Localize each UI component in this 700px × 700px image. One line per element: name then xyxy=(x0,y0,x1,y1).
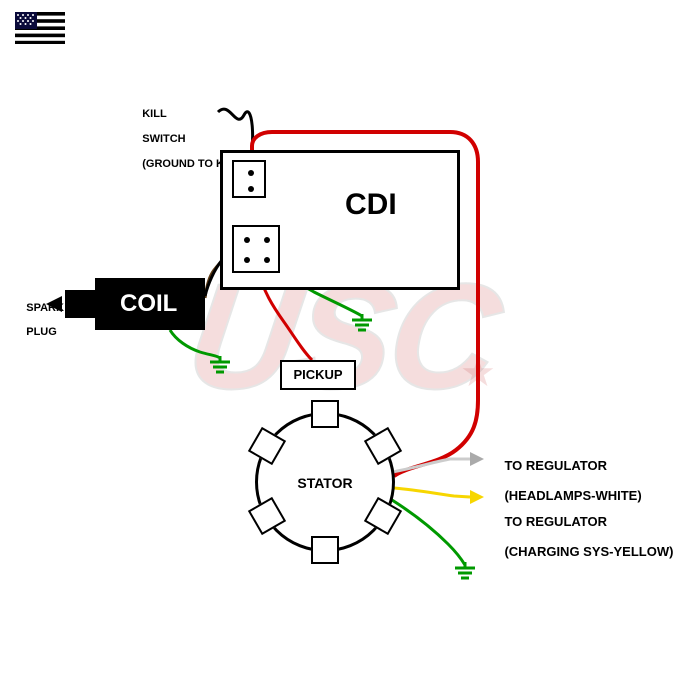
cdi-connector-bottom xyxy=(232,225,280,273)
wiring-overlay xyxy=(0,0,700,700)
kill-switch-line2: SWITCH xyxy=(142,133,185,145)
regulator-white-arrow-icon xyxy=(470,452,484,466)
spark-plug-label: SPARK PLUG xyxy=(14,290,64,350)
regulator-yellow-label: TO REGULATOR (CHARGING SYS-YELLOW) xyxy=(490,500,673,575)
cdi-label: CDI xyxy=(345,188,397,222)
watermark-star: ★ xyxy=(460,350,496,396)
stator-pole xyxy=(311,400,339,428)
stator-pole xyxy=(311,536,339,564)
spark-line2: PLUG xyxy=(26,326,57,338)
ground-symbol-coil xyxy=(208,356,232,381)
reg-yellow-line1: TO REGULATOR xyxy=(504,514,607,529)
reg-white-line1: TO REGULATOR xyxy=(504,458,607,473)
regulator-yellow-arrow-icon xyxy=(470,490,484,504)
spark-line1: SPARK xyxy=(26,302,64,314)
usa-flag-icon xyxy=(15,12,65,44)
stator-body: STATOR xyxy=(255,412,395,552)
coil-spark-connector xyxy=(65,290,95,318)
kill-switch-line1: KILL xyxy=(142,108,166,120)
cdi-connector-top xyxy=(232,160,266,198)
ground-symbol-stator xyxy=(453,562,477,587)
diagram-canvas: USC ★ xyxy=(0,0,700,700)
coil-label: COIL xyxy=(120,290,177,318)
reg-yellow-line2: (CHARGING SYS-YELLOW) xyxy=(504,544,673,559)
pickup-label: PICKUP xyxy=(280,367,356,382)
stator-label: STATOR xyxy=(258,475,392,491)
ground-symbol-cdi xyxy=(350,314,374,339)
